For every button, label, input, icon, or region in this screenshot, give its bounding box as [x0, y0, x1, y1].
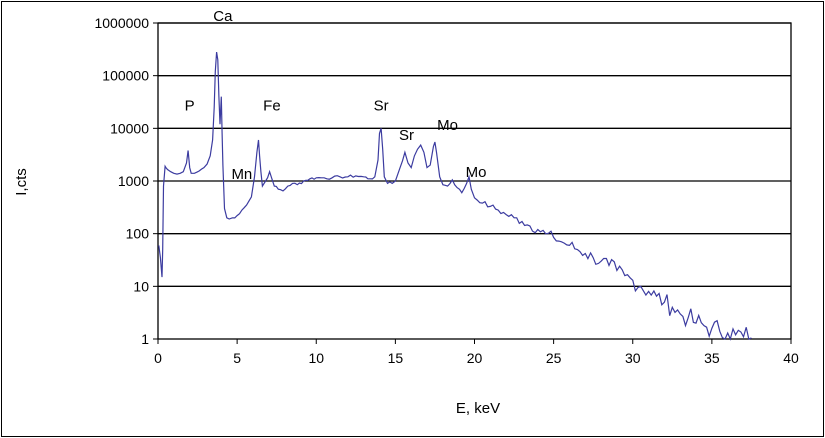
x-tick-label: 0 [154, 350, 162, 366]
y-tick-label: 10000 [110, 120, 149, 136]
peak-label: P [185, 97, 195, 114]
peak-label: Sr [399, 127, 414, 144]
plot-area [158, 52, 752, 341]
y-axis-title: I,cts [13, 168, 30, 196]
x-tick-label: 20 [467, 350, 483, 366]
y-tick-label: 100000 [102, 68, 149, 84]
x-tick-label: 15 [388, 350, 404, 366]
peak-label: Fe [263, 97, 281, 114]
x-tick-label: 25 [546, 350, 562, 366]
peak-label: Mo [466, 164, 487, 181]
x-axis-title: E, keV [456, 400, 500, 417]
tick-labels: 1 10 100 1000 10000 100000 1000000 0 5 10 15 20 25 30… [94, 15, 799, 366]
y-tick-label: 1000 [118, 173, 149, 189]
x-tick-label: 40 [783, 350, 799, 366]
y-tick-label: 10 [133, 278, 149, 294]
peak-labels: P Ca Fe Mn Sr Sr Mo Mo [185, 8, 487, 183]
x-tick-label: 5 [233, 350, 241, 366]
x-tick-label: 30 [625, 350, 641, 366]
peak-label: Ca [213, 8, 233, 25]
x-tick-label: 10 [308, 350, 324, 366]
x-tick-label: 35 [704, 350, 720, 366]
y-tick-label: 1 [141, 331, 149, 347]
y-tick-label: 1000000 [94, 15, 149, 31]
grid-lines [158, 22, 791, 287]
peak-label: Mo [437, 117, 458, 134]
y-tick-label: 100 [126, 226, 150, 242]
peak-label: Mn [231, 166, 252, 183]
peak-label: Sr [374, 97, 389, 114]
axes [153, 22, 792, 344]
spectrum-line [158, 52, 752, 341]
